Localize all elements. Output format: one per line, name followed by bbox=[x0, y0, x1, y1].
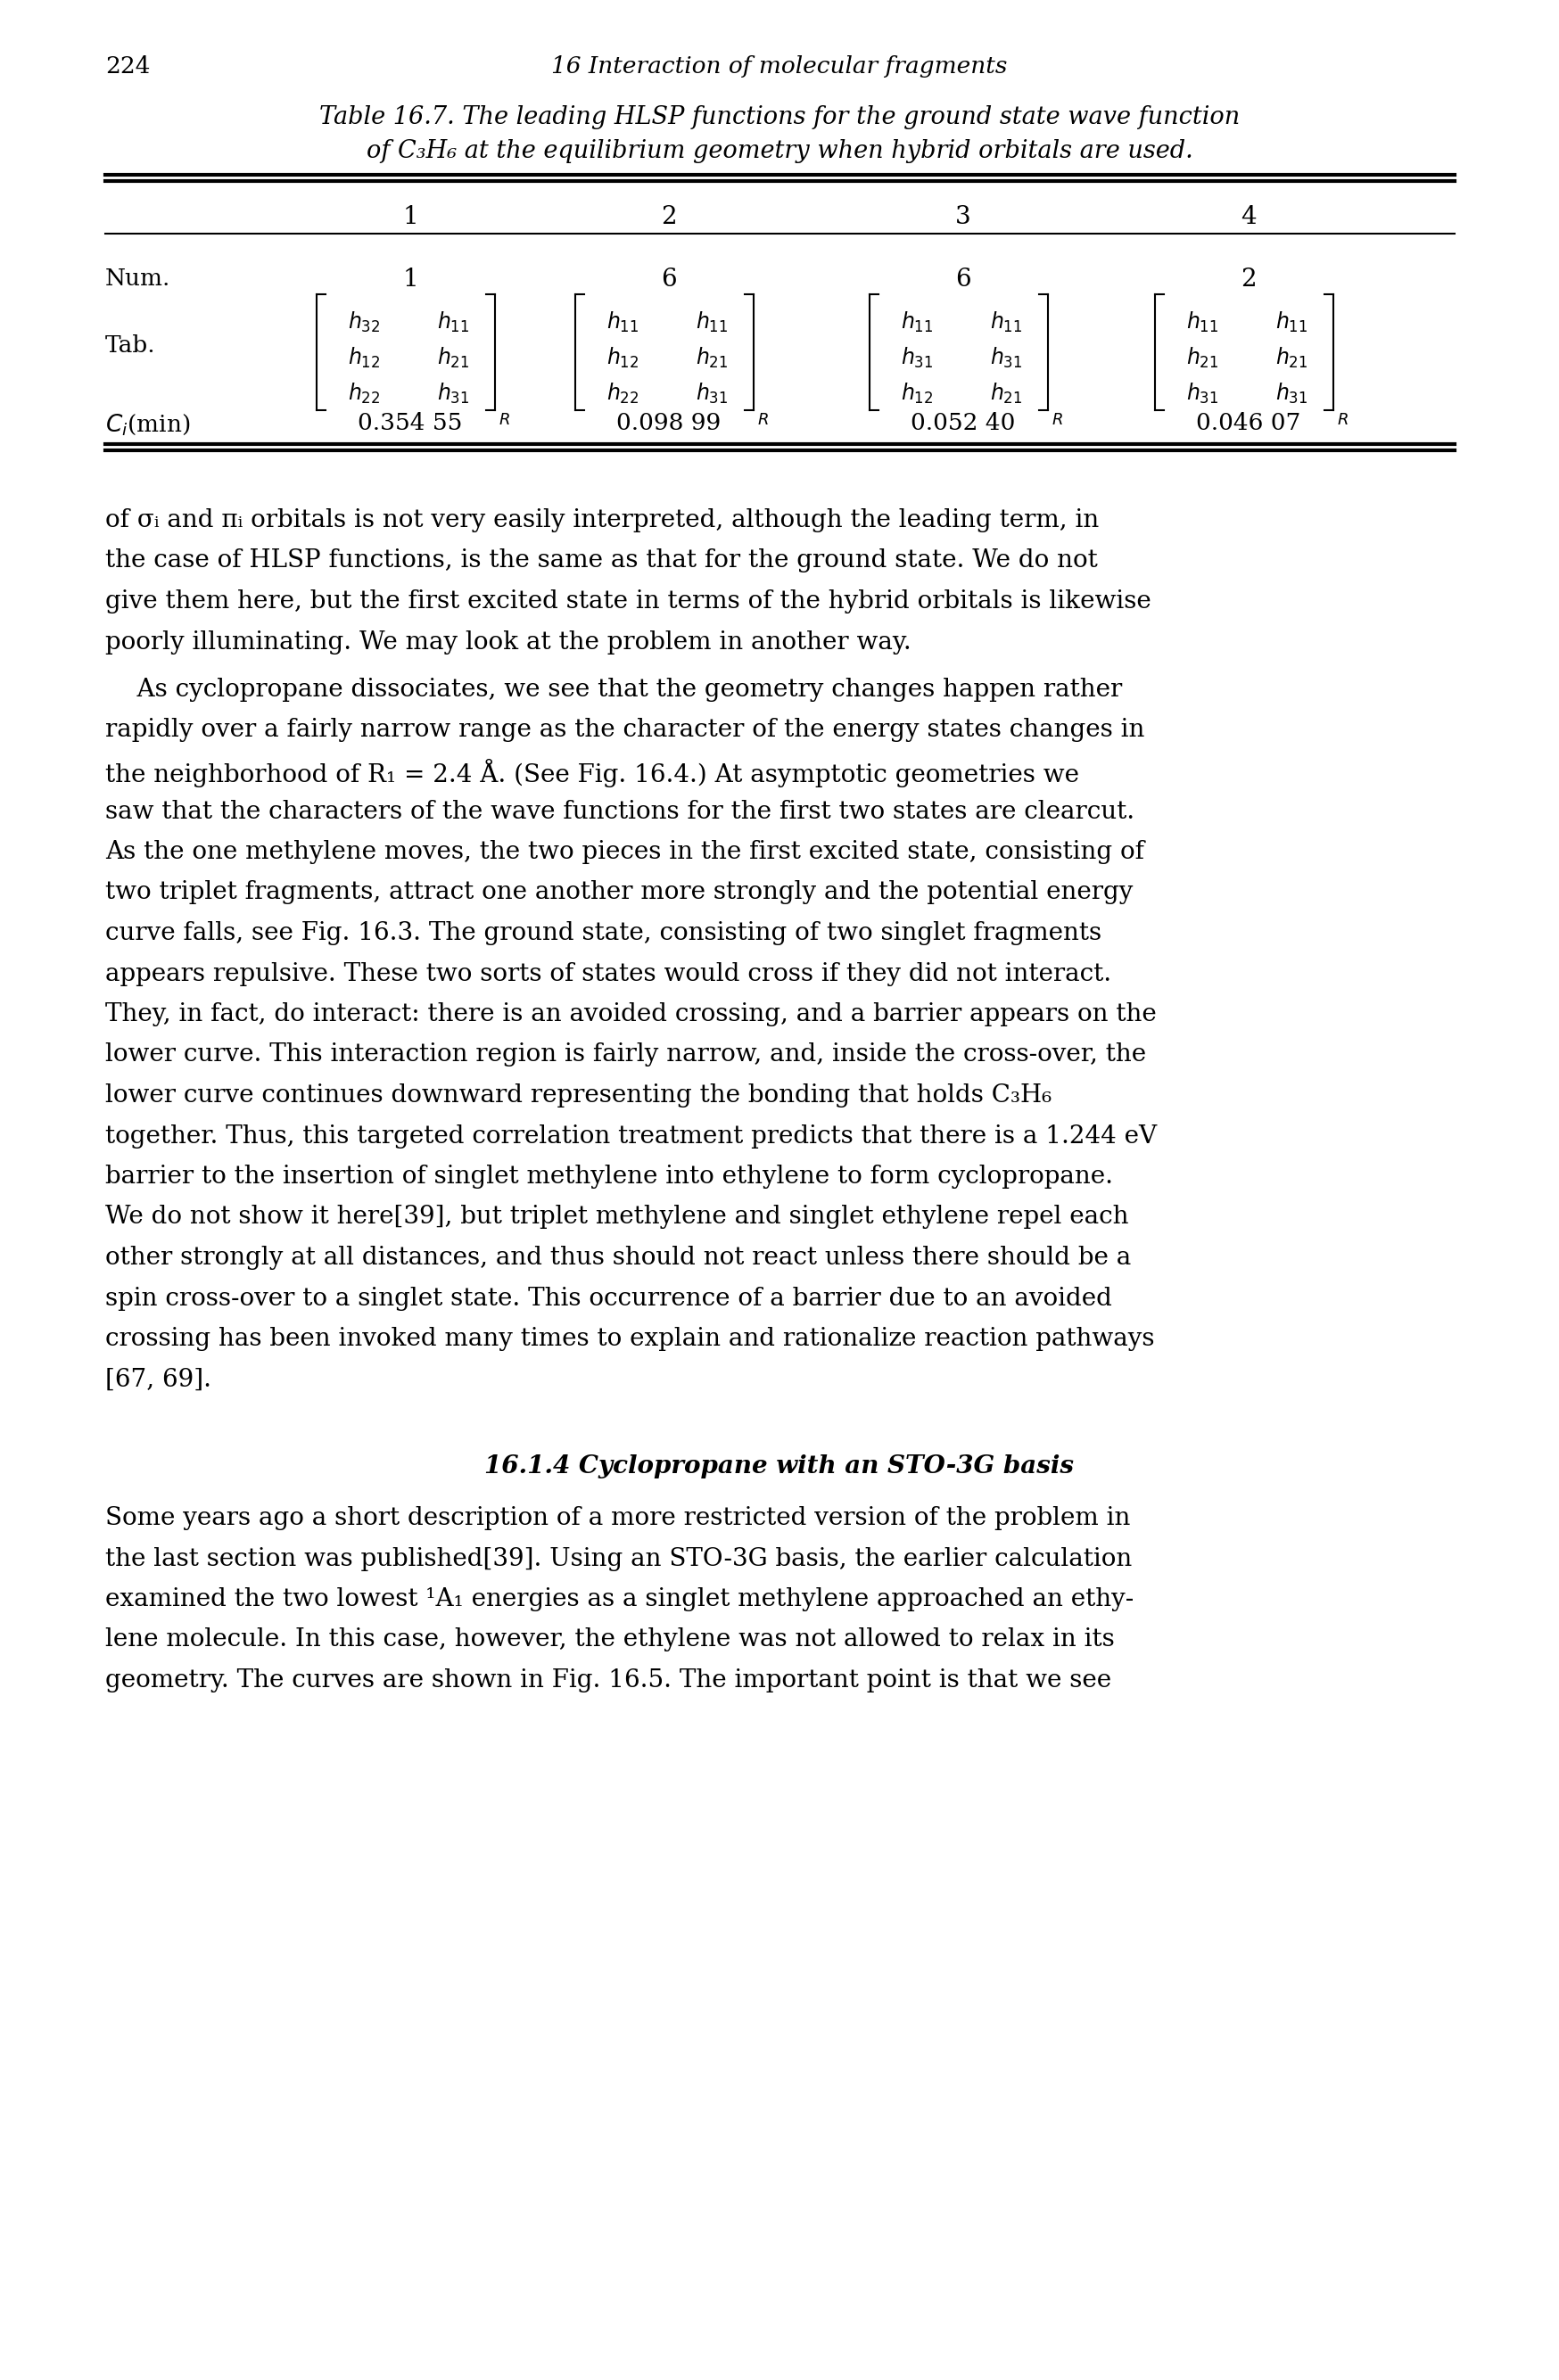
Text: $h_{12}$: $h_{12}$ bbox=[900, 381, 932, 407]
Text: $h_{11}$: $h_{11}$ bbox=[1275, 309, 1306, 336]
Text: of σᵢ and πᵢ orbitals is not very easily interpreted, although the leading term,: of σᵢ and πᵢ orbitals is not very easily… bbox=[104, 509, 1099, 533]
Text: $R$: $R$ bbox=[499, 412, 510, 428]
Text: 0.098 99: 0.098 99 bbox=[616, 412, 720, 433]
Text: $h_{31}$: $h_{31}$ bbox=[437, 381, 469, 407]
Text: the neighborhood of R₁ = 2.4 Å. (See Fig. 16.4.) At asymptotic geometries we: the neighborhood of R₁ = 2.4 Å. (See Fig… bbox=[104, 759, 1079, 788]
Text: 0.046 07: 0.046 07 bbox=[1196, 412, 1300, 433]
Text: Some years ago a short description of a more restricted version of the problem i: Some years ago a short description of a … bbox=[104, 1507, 1130, 1530]
Text: $h_{21}$: $h_{21}$ bbox=[1185, 345, 1218, 371]
Text: $h_{12}$: $h_{12}$ bbox=[606, 345, 638, 371]
Text: Tab.: Tab. bbox=[104, 336, 156, 357]
Text: lower curve continues downward representing the bonding that holds C₃H₆: lower curve continues downward represent… bbox=[104, 1083, 1051, 1107]
Text: rapidly over a fairly narrow range as the character of the energy states changes: rapidly over a fairly narrow range as th… bbox=[104, 719, 1144, 743]
Text: appears repulsive. These two sorts of states would cross if they did not interac: appears repulsive. These two sorts of st… bbox=[104, 962, 1110, 985]
Text: 224: 224 bbox=[104, 55, 150, 79]
Text: 2: 2 bbox=[661, 205, 677, 228]
Text: They, in fact, do interact: there is an avoided crossing, and a barrier appears : They, in fact, do interact: there is an … bbox=[104, 1002, 1155, 1026]
Text: poorly illuminating. We may look at the problem in another way.: poorly illuminating. We may look at the … bbox=[104, 631, 910, 655]
Text: $h_{31}$: $h_{31}$ bbox=[1185, 381, 1218, 407]
Text: curve falls, see Fig. 16.3. The ground state, consisting of two singlet fragment: curve falls, see Fig. 16.3. The ground s… bbox=[104, 921, 1101, 945]
Text: lene molecule. In this case, however, the ethylene was not allowed to relax in i: lene molecule. In this case, however, th… bbox=[104, 1628, 1115, 1652]
Text: $h_{22}$: $h_{22}$ bbox=[348, 381, 380, 407]
Text: 6: 6 bbox=[661, 267, 677, 293]
Text: the last section was published[39]. Using an STO-3G basis, the earlier calculati: the last section was published[39]. Usin… bbox=[104, 1547, 1132, 1571]
Text: $h_{31}$: $h_{31}$ bbox=[900, 345, 932, 371]
Text: of C₃H₆ at the equilibrium geometry when hybrid orbitals are used.: of C₃H₆ at the equilibrium geometry when… bbox=[366, 138, 1193, 164]
Text: 3: 3 bbox=[954, 205, 971, 228]
Text: $R$: $R$ bbox=[756, 412, 769, 428]
Text: geometry. The curves are shown in Fig. 16.5. The important point is that we see: geometry. The curves are shown in Fig. 1… bbox=[104, 1668, 1110, 1692]
Text: examined the two lowest ¹A₁ energies as a singlet methylene approached an ethy-: examined the two lowest ¹A₁ energies as … bbox=[104, 1587, 1133, 1611]
Text: $h_{11}$: $h_{11}$ bbox=[437, 309, 469, 336]
Text: 4: 4 bbox=[1239, 205, 1255, 228]
Text: $h_{32}$: $h_{32}$ bbox=[348, 309, 380, 336]
Text: $h_{12}$: $h_{12}$ bbox=[348, 345, 380, 371]
Text: As cyclopropane dissociates, we see that the geometry changes happen rather: As cyclopropane dissociates, we see that… bbox=[104, 678, 1121, 702]
Text: 2: 2 bbox=[1239, 267, 1255, 293]
Text: 0.052 40: 0.052 40 bbox=[910, 412, 1015, 433]
Text: [67, 69].: [67, 69]. bbox=[104, 1368, 212, 1392]
Text: As the one methylene moves, the two pieces in the first excited state, consistin: As the one methylene moves, the two piec… bbox=[104, 840, 1144, 864]
Text: barrier to the insertion of singlet methylene into ethylene to form cyclopropane: barrier to the insertion of singlet meth… bbox=[104, 1164, 1113, 1188]
Text: spin cross-over to a singlet state. This occurrence of a barrier due to an avoid: spin cross-over to a singlet state. This… bbox=[104, 1285, 1112, 1311]
Text: $h_{11}$: $h_{11}$ bbox=[990, 309, 1021, 336]
Text: 6: 6 bbox=[954, 267, 971, 293]
Text: together. Thus, this targeted correlation treatment predicts that there is a 1.2: together. Thus, this targeted correlatio… bbox=[104, 1123, 1157, 1147]
Text: $h_{21}$: $h_{21}$ bbox=[437, 345, 469, 371]
Text: Num.: Num. bbox=[104, 267, 170, 290]
Text: $h_{31}$: $h_{31}$ bbox=[1275, 381, 1306, 407]
Text: $h_{21}$: $h_{21}$ bbox=[990, 381, 1021, 407]
Text: the case of HLSP functions, is the same as that for the ground state. We do not: the case of HLSP functions, is the same … bbox=[104, 550, 1098, 574]
Text: $h_{31}$: $h_{31}$ bbox=[990, 345, 1021, 371]
Text: We do not show it here[39], but triplet methylene and singlet ethylene repel eac: We do not show it here[39], but triplet … bbox=[104, 1204, 1129, 1228]
Text: 16.1.4 Cyclopropane with an STO-3G basis: 16.1.4 Cyclopropane with an STO-3G basis bbox=[485, 1454, 1074, 1478]
Text: 1: 1 bbox=[402, 205, 418, 228]
Text: $R$: $R$ bbox=[1051, 412, 1062, 428]
Text: $h_{11}$: $h_{11}$ bbox=[900, 309, 932, 336]
Text: $h_{11}$: $h_{11}$ bbox=[606, 309, 638, 336]
Text: $h_{22}$: $h_{22}$ bbox=[606, 381, 638, 407]
Text: $C_i$(min): $C_i$(min) bbox=[104, 412, 190, 438]
Text: $h_{11}$: $h_{11}$ bbox=[1185, 309, 1218, 336]
Text: other strongly at all distances, and thus should not react unless there should b: other strongly at all distances, and thu… bbox=[104, 1245, 1130, 1271]
Text: saw that the characters of the wave functions for the first two states are clear: saw that the characters of the wave func… bbox=[104, 800, 1133, 823]
Text: Table 16.7. The leading HLSP functions for the ground state wave function: Table 16.7. The leading HLSP functions f… bbox=[320, 105, 1239, 129]
Text: lower curve. This interaction region is fairly narrow, and, inside the cross-ove: lower curve. This interaction region is … bbox=[104, 1042, 1146, 1066]
Text: two triplet fragments, attract one another more strongly and the potential energ: two triplet fragments, attract one anoth… bbox=[104, 881, 1132, 904]
Text: $h_{21}$: $h_{21}$ bbox=[695, 345, 728, 371]
Text: 1: 1 bbox=[402, 267, 418, 293]
Text: $h_{21}$: $h_{21}$ bbox=[1275, 345, 1306, 371]
Text: 0.354 55: 0.354 55 bbox=[357, 412, 463, 433]
Text: $h_{11}$: $h_{11}$ bbox=[695, 309, 728, 336]
Text: give them here, but the first excited state in terms of the hybrid orbitals is l: give them here, but the first excited st… bbox=[104, 590, 1151, 614]
Text: $h_{31}$: $h_{31}$ bbox=[695, 381, 728, 407]
Text: 16 Interaction of molecular fragments: 16 Interaction of molecular fragments bbox=[552, 55, 1007, 79]
Text: $R$: $R$ bbox=[1336, 412, 1347, 428]
Text: crossing has been invoked many times to explain and rationalize reaction pathway: crossing has been invoked many times to … bbox=[104, 1328, 1154, 1352]
